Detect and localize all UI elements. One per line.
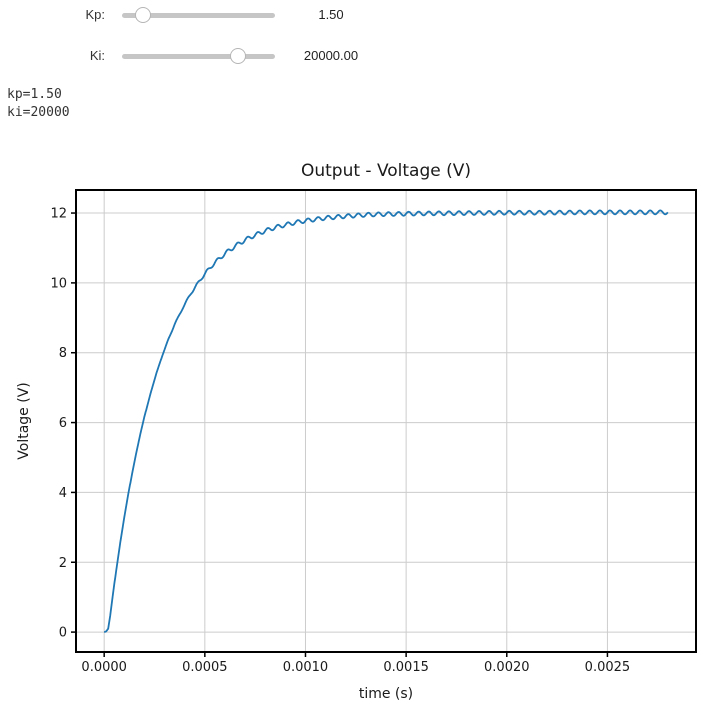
x-tick-label: 0.0015: [383, 660, 429, 675]
chart-title: Output - Voltage (V): [301, 161, 471, 181]
y-axis-label: Voltage (V): [16, 382, 32, 459]
voltage-figure: 0.0000 0.0005 0.0010 0.0015 0.0020 0.0025 0 2 4 6…: [0, 150, 721, 713]
parameter-controls: Kp: 1.50 Ki: 20000.00: [0, 0, 721, 80]
y-tick-label: 10: [50, 276, 67, 291]
console-line-ki: ki=20000: [7, 105, 70, 120]
x-tick-label: 0.0025: [585, 660, 631, 675]
kp-slider-readout: 1.50: [318, 7, 344, 22]
kp-slider-handle[interactable]: [135, 7, 152, 23]
ki-slider[interactable]: [122, 42, 275, 70]
x-tick-label: 0.0010: [283, 660, 329, 675]
ki-slider-handle[interactable]: [230, 48, 247, 64]
kp-slider-row: Kp: 1.50: [0, 1, 400, 29]
y-tick-label: 6: [59, 416, 67, 431]
ki-slider-readout: 20000.00: [303, 48, 359, 63]
y-tick-label: 0: [59, 626, 67, 641]
voltage-curve: [103, 209, 669, 633]
y-tick-label: 12: [50, 207, 67, 222]
ki-slider-label: Ki:: [89, 48, 105, 63]
x-tick-label: 0.0020: [484, 660, 530, 675]
x-axis-label: time (s): [359, 686, 413, 702]
ki-slider-track[interactable]: [122, 54, 275, 59]
kp-slider-track[interactable]: [122, 13, 275, 18]
x-tick-label: 0.0000: [81, 660, 127, 675]
voltage-chart: 0.0000 0.0005 0.0010 0.0015 0.0020 0.0025 0 2 4 6…: [16, 161, 697, 702]
axes-frame: [75, 189, 697, 653]
kp-slider-label: Kp:: [85, 7, 105, 22]
ki-slider-row: Ki: 20000.00: [0, 42, 400, 70]
x-tick-label: 0.0005: [182, 660, 228, 675]
y-tick-label: 4: [59, 486, 67, 501]
console-output: kp=1.50 ki=20000: [7, 86, 70, 122]
kp-slider[interactable]: [122, 1, 275, 29]
y-tick-label: 8: [59, 346, 67, 361]
y-tick-label: 2: [59, 556, 67, 571]
console-line-kp: kp=1.50: [7, 87, 62, 102]
